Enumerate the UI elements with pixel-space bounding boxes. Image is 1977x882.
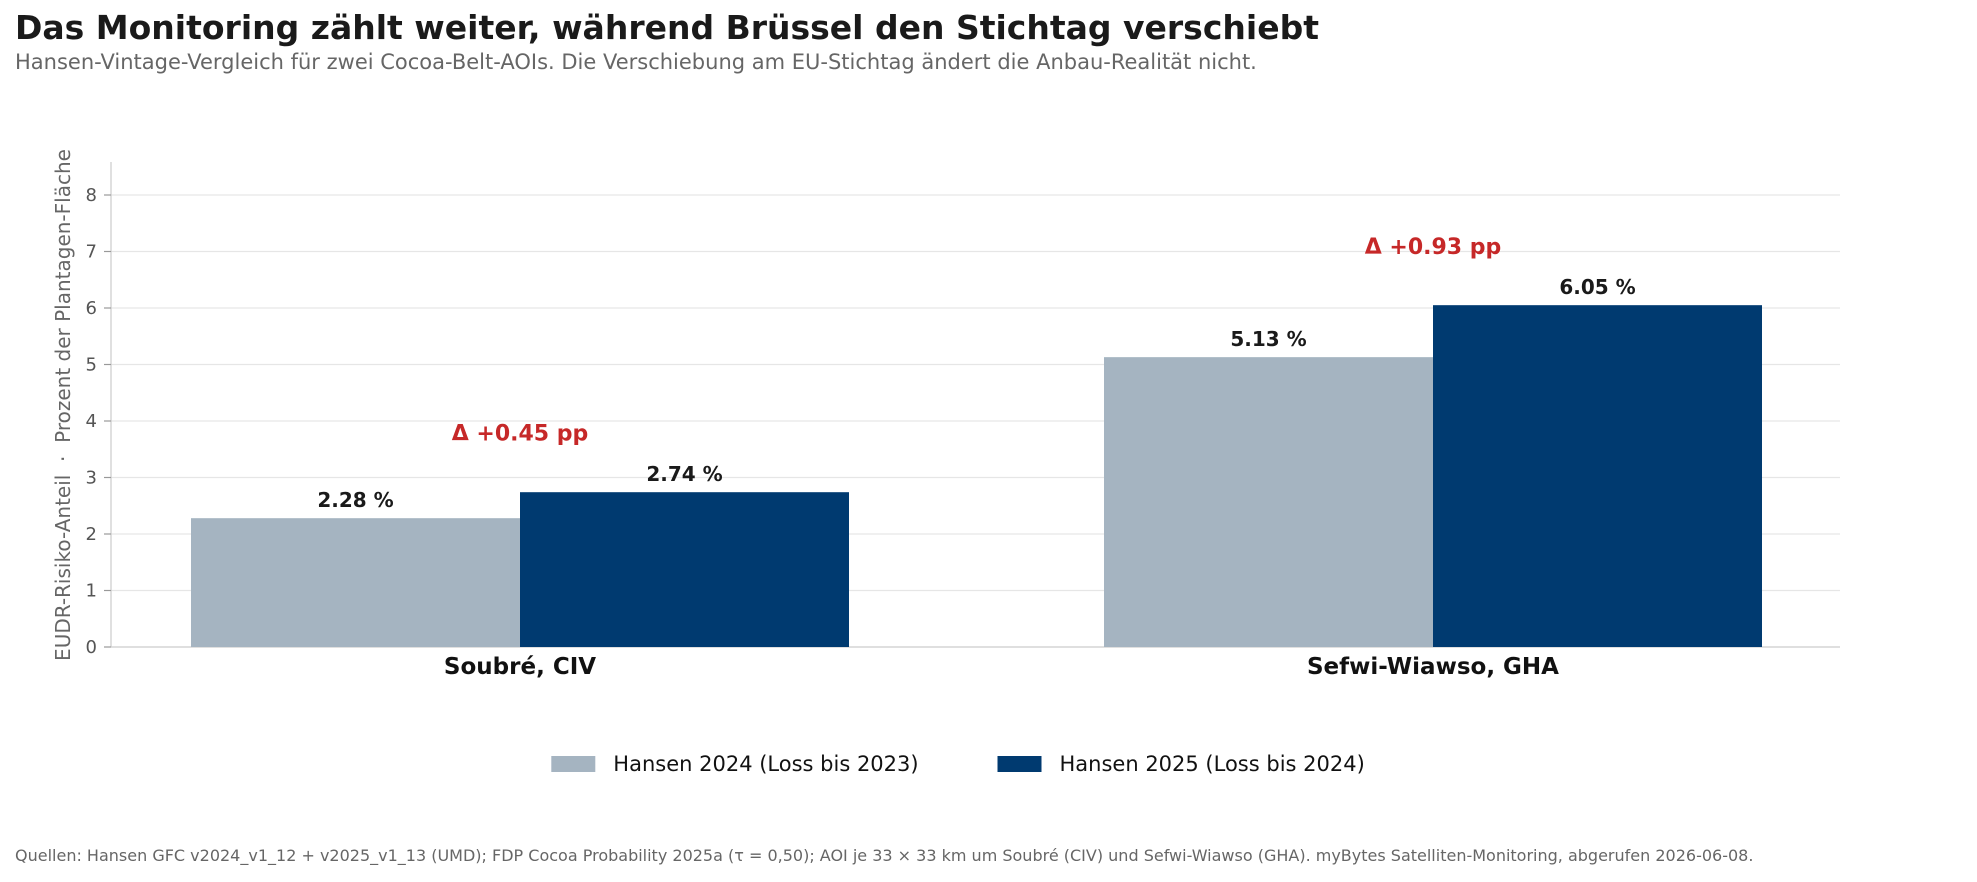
source-note: Quellen: Hansen GFC v2024_v1_12 + v2025_… — [15, 846, 1754, 865]
bar-value-label: 2.28 % — [317, 488, 393, 512]
y-tick-label: 6 — [86, 298, 97, 319]
x-ticks: Soubré, CIV Sefwi-Wiawso, GHA — [444, 654, 1559, 680]
bar-value-label: 6.05 % — [1559, 275, 1635, 299]
data-labels: 2.28 % 5.13 % 2.74 % 6.05 % — [317, 275, 1635, 512]
bar-hansen-2024 — [1104, 357, 1433, 647]
legend-swatch — [997, 756, 1042, 772]
y-ticks: 0 1 2 3 4 5 6 7 8 — [86, 185, 111, 658]
legend-swatch — [551, 756, 596, 772]
bar-hansen-2025 — [520, 492, 849, 647]
y-tick-label: 1 — [86, 581, 97, 602]
legend: Hansen 2024 (Loss bis 2023) Hansen 2025 (… — [551, 752, 1365, 776]
y-tick-label: 8 — [86, 185, 97, 206]
chart-title: Das Monitoring zählt weiter, während Brü… — [15, 8, 1319, 47]
x-tick-label: Sefwi-Wiawso, GHA — [1307, 654, 1559, 680]
delta-annotation: Δ +0.45 pp — [452, 421, 589, 446]
bar-value-label: 5.13 % — [1230, 327, 1306, 351]
bar-hansen-2024 — [191, 518, 520, 647]
y-tick-label: 0 — [86, 637, 97, 658]
legend-label: Hansen 2025 (Loss bis 2024) — [1060, 752, 1365, 776]
legend-label: Hansen 2024 (Loss bis 2023) — [613, 752, 918, 776]
y-tick-label: 7 — [86, 242, 97, 263]
y-tick-label: 4 — [86, 411, 97, 432]
annotations: Δ +0.45 pp Δ +0.93 pp — [452, 235, 1502, 446]
bar-hansen-2025 — [1433, 305, 1762, 647]
bars — [191, 305, 1762, 647]
y-tick-label: 2 — [86, 524, 97, 545]
y-tick-label: 3 — [86, 468, 97, 489]
chart-subtitle: Hansen-Vintage-Vergleich für zwei Cocoa-… — [15, 50, 1257, 74]
y-tick-label: 5 — [86, 355, 97, 376]
delta-annotation: Δ +0.93 pp — [1365, 235, 1502, 260]
y-axis-label: EUDR-Risiko-Anteil · Prozent der Plantag… — [51, 149, 75, 661]
x-tick-label: Soubré, CIV — [444, 654, 596, 680]
bar-value-label: 2.74 % — [646, 462, 722, 486]
